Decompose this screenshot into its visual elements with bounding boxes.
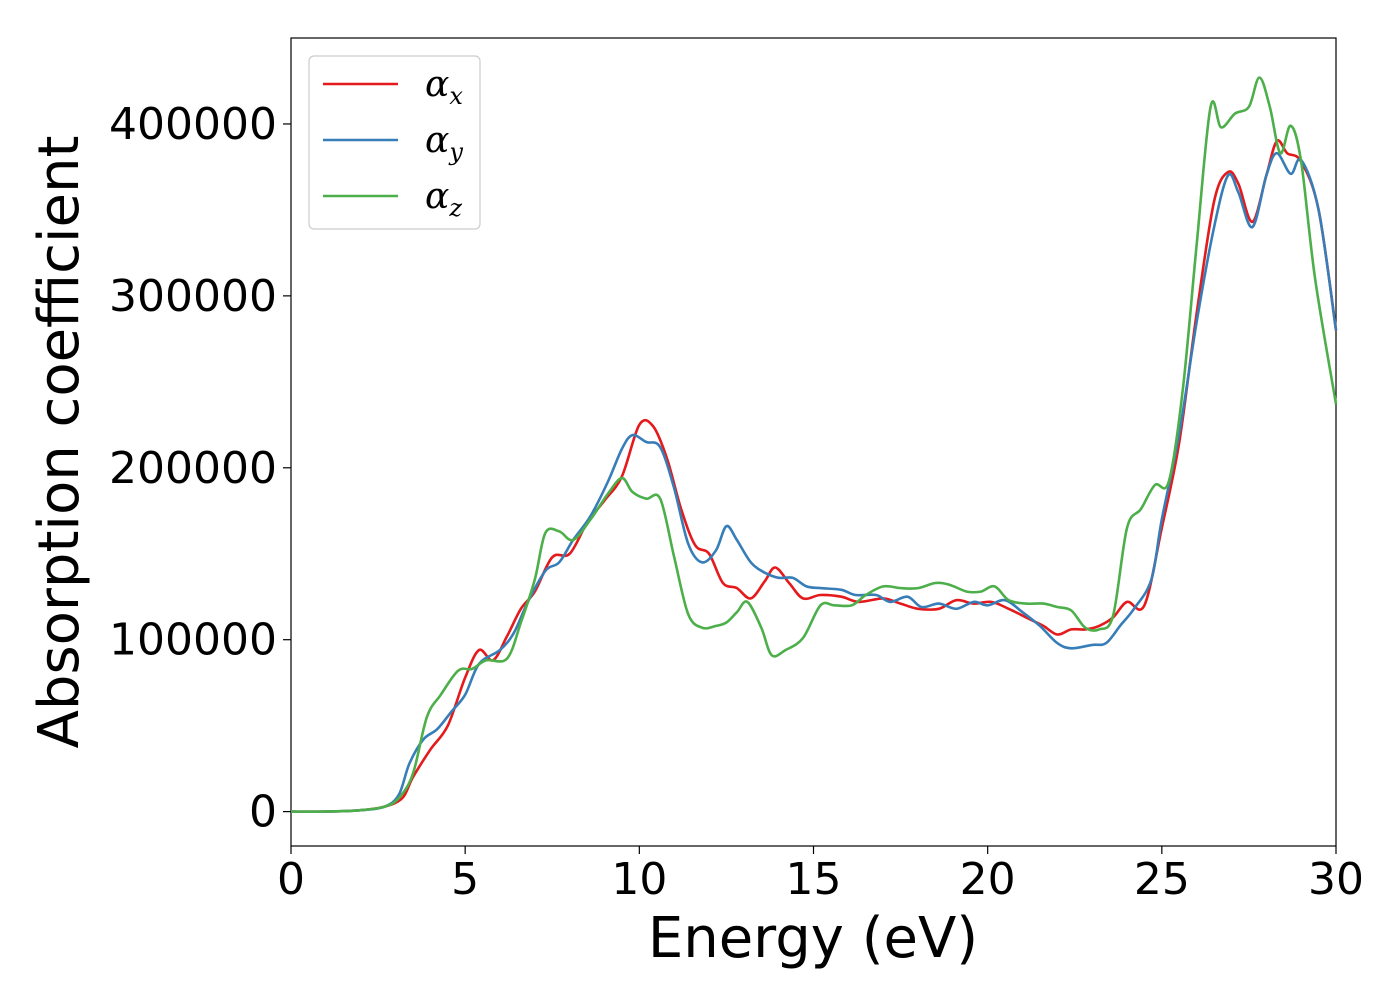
y-tick-label: 0 [249,787,277,838]
y-tick-label: 300000 [109,271,277,322]
x-tick-label: 10 [611,854,667,905]
x-axis-ticks: 0 5 10 15 20 25 30 [277,846,1364,905]
x-tick-label: 15 [786,854,842,905]
x-tick-label: 25 [1134,854,1190,905]
series-line-y [290,151,1338,813]
x-tick-label: 5 [451,854,479,905]
y-tick-label: 100000 [109,615,277,666]
series-line-z [290,76,1338,813]
x-tick-label: 20 [960,854,1016,905]
legend-label-x: αx [425,64,463,110]
x-tick-label: 0 [277,854,305,905]
y-tick-label: 400000 [109,99,277,150]
x-tick-label: 30 [1308,854,1364,905]
legend-box [308,55,481,230]
legend-label-y: αy [425,120,463,166]
legend-label-z: αz [425,176,462,222]
y-tick-label: 200000 [109,443,277,494]
y-axis-ticks: 0 100000 200000 300000 400000 [109,99,291,838]
legend: αx αy αz [308,55,481,230]
x-axis-label: Energy (eV) [648,906,978,971]
series-line-x [290,139,1338,813]
series-layer [290,76,1338,813]
y-axis-label: Absorption coefficient [27,136,92,749]
